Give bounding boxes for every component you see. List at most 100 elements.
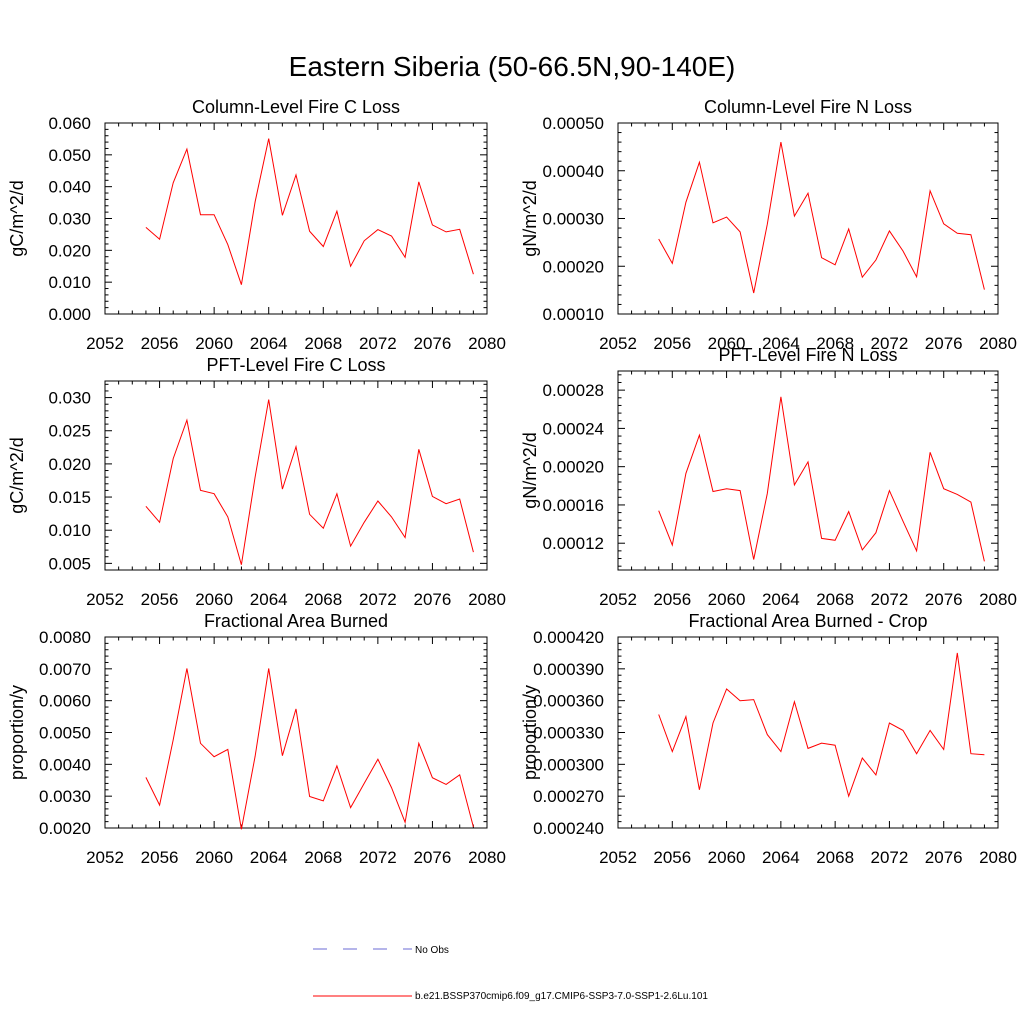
x-tick-label: 2080: [468, 334, 506, 353]
series-line: [658, 652, 985, 798]
series-line: [658, 142, 985, 294]
x-tick-label: 2052: [86, 590, 124, 609]
x-tick-label: 2060: [708, 590, 746, 609]
x-tick-label: 2060: [708, 334, 746, 353]
y-tick-label: 0.050: [48, 146, 91, 165]
y-tick-label: 0.0020: [39, 819, 91, 838]
y-tick-label: 0.015: [48, 488, 91, 507]
y-tick-label: 0.000240: [533, 819, 604, 838]
x-tick-label: 2072: [871, 848, 909, 867]
x-tick-label: 2068: [816, 334, 854, 353]
y-tick-label: 0.030: [48, 389, 91, 408]
y-tick-label: 0.000330: [533, 724, 604, 743]
y-tick-label: 0.060: [48, 114, 91, 133]
panel-area-burned-crop: Fractional Area Burned - Crop proportion/…: [520, 611, 1017, 867]
panel-title: Column-Level Fire N Loss: [704, 97, 912, 117]
x-tick-label: 2052: [86, 334, 124, 353]
y-tick-label: 0.040: [48, 178, 91, 197]
series-line: [145, 668, 474, 830]
x-tick-label: 2060: [708, 848, 746, 867]
x-tick-label: 2052: [599, 334, 637, 353]
y-tick-label: 0.0080: [39, 628, 91, 647]
panel-title: Column-Level Fire C Loss: [192, 97, 400, 117]
x-tick-label: 2064: [250, 848, 288, 867]
legend-run-label: b.e21.BSSP370cmip6.f09_g17.CMIP6-SSP3-7.…: [415, 991, 708, 1002]
y-tick-label: 0.020: [48, 241, 91, 260]
x-tick-label: 2056: [141, 590, 179, 609]
y-tick-label: 0.000: [48, 305, 91, 324]
x-tick-label: 2056: [653, 590, 691, 609]
y-tick-label: 0.025: [48, 422, 91, 441]
y-tick-label: 0.000420: [533, 628, 604, 647]
y-tick-label: 0.030: [48, 210, 91, 229]
x-tick-label: 2052: [599, 848, 637, 867]
y-tick-label: 0.020: [48, 455, 91, 474]
x-tick-label: 2064: [762, 848, 800, 867]
x-tick-label: 2080: [979, 848, 1017, 867]
x-tick-label: 2076: [414, 848, 452, 867]
y-tick-label: 0.00040: [543, 162, 604, 181]
y-tick-label: 0.0070: [39, 660, 91, 679]
x-tick-label: 2068: [816, 590, 854, 609]
y-axis-label: gC/m^2/d: [7, 180, 27, 256]
x-tick-label: 2064: [762, 590, 800, 609]
x-tick-label: 2072: [359, 848, 397, 867]
panel-title: PFT-Level Fire N Loss: [718, 345, 897, 365]
x-tick-label: 2080: [468, 848, 506, 867]
panel-column-n-loss: Column-Level Fire N Loss gN/m^2/d 2052 2056…: [520, 97, 1017, 353]
y-tick-label: 0.005: [48, 554, 91, 573]
x-tick-label: 2072: [871, 590, 909, 609]
y-tick-label: 0.00024: [543, 419, 604, 438]
y-tick-label: 0.000390: [533, 660, 604, 679]
x-tick-label: 2052: [86, 848, 124, 867]
x-tick-label: 2052: [599, 590, 637, 609]
x-tick-label: 2060: [195, 590, 233, 609]
y-tick-label: 0.0040: [39, 755, 91, 774]
x-tick-label: 2080: [979, 590, 1017, 609]
x-tick-label: 2064: [762, 334, 800, 353]
x-tick-label: 2068: [816, 848, 854, 867]
x-tick-label: 2072: [359, 334, 397, 353]
figure-title: Eastern Siberia (50-66.5N,90-140E): [289, 51, 736, 82]
x-tick-label: 2080: [468, 590, 506, 609]
x-tick-label: 2056: [141, 334, 179, 353]
x-tick-label: 2060: [195, 334, 233, 353]
x-tick-label: 2068: [304, 590, 342, 609]
legend-no-obs-label: No Obs: [415, 945, 449, 956]
x-tick-label: 2056: [653, 848, 691, 867]
x-tick-label: 2056: [653, 334, 691, 353]
y-tick-label: 0.00010: [543, 305, 604, 324]
y-tick-label: 0.0030: [39, 787, 91, 806]
panel-column-c-loss: Column-Level Fire C Loss gC/m^2/d 2052 2056…: [7, 97, 506, 353]
panel-pft-c-loss: PFT-Level Fire C Loss gC/m^2/d 2052 2056 206…: [7, 355, 506, 609]
y-tick-label: 0.0050: [39, 724, 91, 743]
y-tick-label: 0.000300: [533, 755, 604, 774]
y-tick-label: 0.00020: [543, 257, 604, 276]
legend: No Obs b.e21.BSSP370cmip6.f09_g17.CMIP6-…: [313, 945, 708, 1002]
x-tick-label: 2076: [925, 334, 963, 353]
x-tick-label: 2060: [195, 848, 233, 867]
x-tick-label: 2064: [250, 334, 288, 353]
y-axis-label: proportion/y: [7, 685, 27, 780]
panel-pft-n-loss: PFT-Level Fire N Loss gN/m^2/d 2052 2056 206…: [520, 345, 1017, 609]
y-tick-label: 0.00050: [543, 114, 604, 133]
x-tick-label: 2056: [141, 848, 179, 867]
x-tick-label: 2080: [979, 334, 1017, 353]
y-axis-label: proportion/y: [520, 685, 540, 780]
y-tick-label: 0.010: [48, 273, 91, 292]
y-tick-label: 0.0060: [39, 692, 91, 711]
x-tick-label: 2076: [925, 848, 963, 867]
series-line: [145, 138, 474, 285]
panel-title: PFT-Level Fire C Loss: [206, 355, 385, 375]
y-axis-label: gN/m^2/d: [520, 180, 540, 256]
y-tick-label: 0.000270: [533, 787, 604, 806]
y-tick-label: 0.00020: [543, 458, 604, 477]
y-tick-label: 0.00028: [543, 381, 604, 400]
y-tick-label: 0.00030: [543, 210, 604, 229]
panel-title: Fractional Area Burned: [204, 611, 388, 631]
series-line: [145, 399, 474, 565]
y-tick-label: 0.000360: [533, 692, 604, 711]
x-tick-label: 2068: [304, 334, 342, 353]
